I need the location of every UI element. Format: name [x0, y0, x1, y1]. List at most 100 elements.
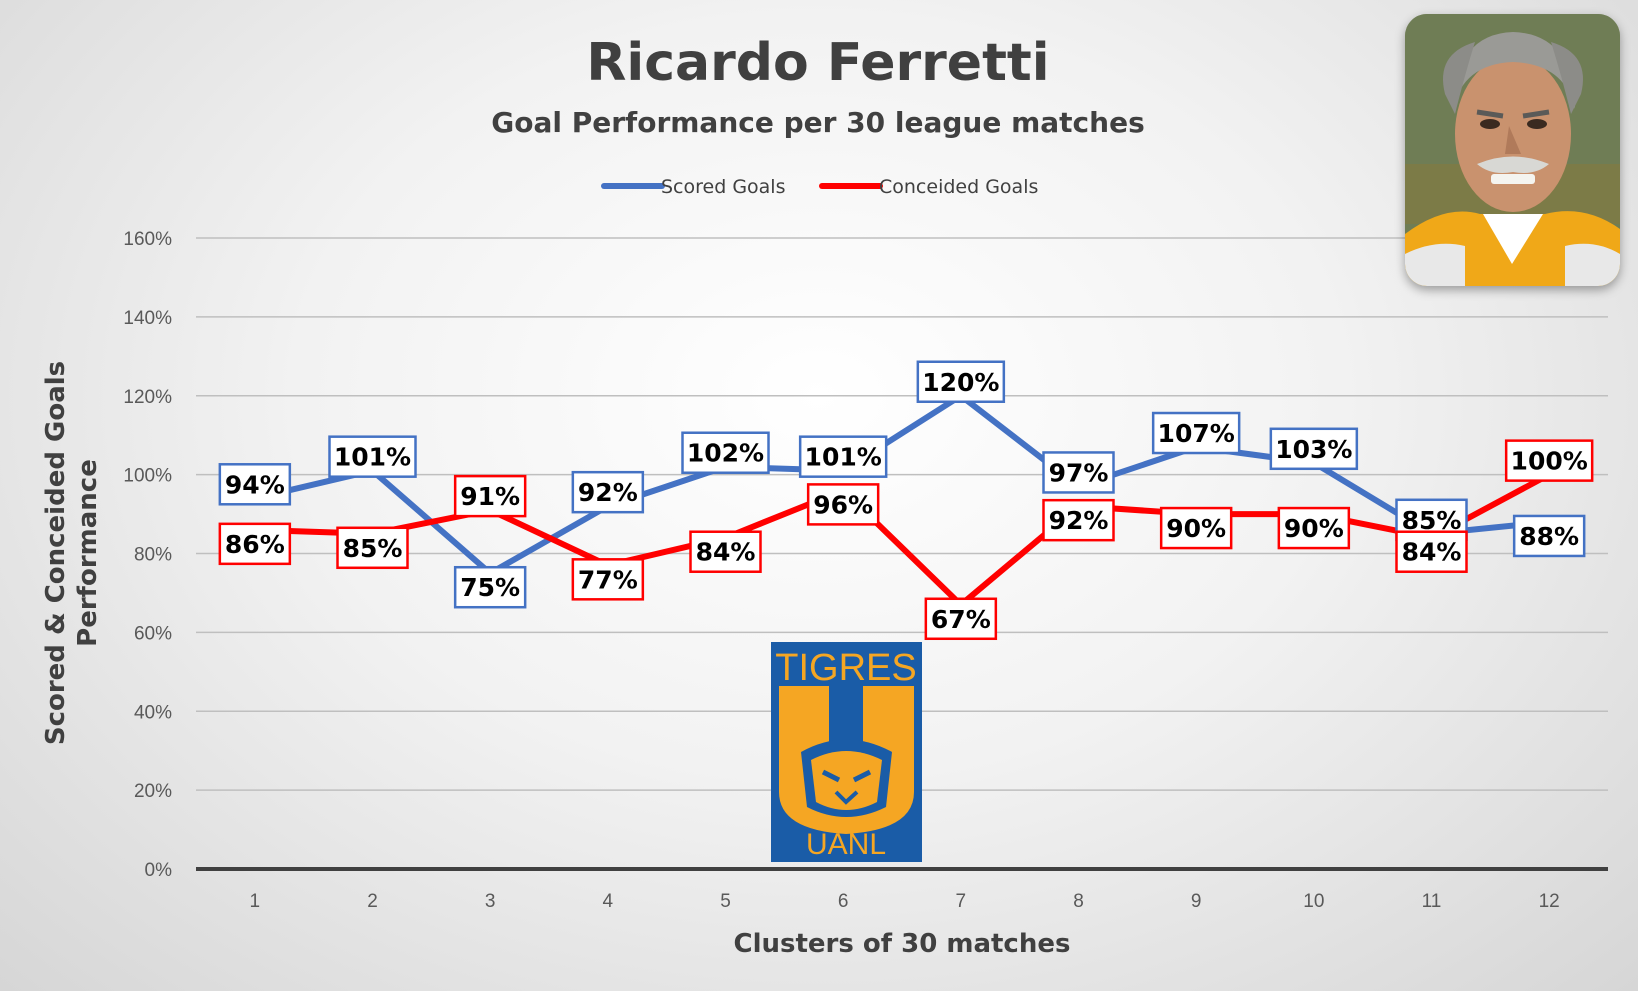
data-label-text: 92% [1049, 506, 1109, 535]
y-tick-label: 160% [123, 229, 172, 250]
x-tick-label: 5 [720, 891, 731, 912]
data-label-text: 101% [805, 443, 882, 472]
data-label: 90% [1277, 506, 1351, 550]
data-label-box [218, 463, 292, 506]
y-axis-title: Scored & Conceided Goals Performance [41, 361, 103, 745]
chart-title: Ricardo Ferretti [586, 33, 1049, 93]
x-tick-label: 2 [367, 891, 378, 912]
logo-text-bottom: UANL [806, 828, 886, 861]
data-label-box [689, 530, 762, 573]
data-label-box [1512, 514, 1586, 558]
data-label-text: 86% [225, 530, 285, 559]
data-label-text: 84% [1402, 538, 1462, 567]
data-label-box [336, 526, 409, 570]
data-label-text: 101% [334, 443, 411, 472]
data-label: 67% [924, 597, 998, 641]
series-lines [254, 392, 1551, 608]
y-axis-ticks: 0% 20% 40% 60% 80% 100% 120% 140% 160% [123, 229, 172, 881]
x-tick-label: 12 [1539, 891, 1560, 912]
data-label: 107% [1151, 411, 1241, 455]
data-label: 97% [1042, 451, 1115, 494]
data-label-box [1151, 411, 1241, 455]
data-label-box [1277, 506, 1351, 550]
data-label: 91% [453, 474, 527, 518]
data-label: 77% [571, 558, 645, 601]
data-label: 100% [1504, 439, 1594, 482]
data-label: 96% [806, 483, 880, 526]
data-label-text: 84% [696, 538, 756, 567]
data-label: 120% [916, 360, 1006, 403]
x-tick-label: 9 [1191, 891, 1202, 912]
data-label-box [798, 435, 888, 478]
data-label-text: 88% [1519, 522, 1579, 551]
data-label-text: 102% [687, 439, 764, 468]
data-label-box [1159, 506, 1233, 550]
data-label-box [916, 360, 1006, 403]
data-label: 94% [218, 463, 292, 506]
coach-photo [1405, 14, 1620, 286]
data-label: 92% [1042, 498, 1115, 542]
data-label-box [924, 597, 998, 641]
data-label-box [1504, 439, 1594, 482]
x-tick-label: 11 [1422, 891, 1442, 912]
y-tick-label: 40% [134, 702, 172, 723]
data-label-text: 103% [1275, 435, 1352, 464]
y-tick-label: 60% [134, 623, 172, 644]
x-axis-ticks: 1 2 3 4 5 6 7 8 9 10 11 12 [250, 891, 1560, 912]
data-label-text: 85% [1402, 506, 1462, 535]
x-tick-label: 6 [838, 891, 849, 912]
data-label-text: 120% [922, 368, 999, 397]
data-label-box [453, 474, 527, 518]
data-label: 101% [798, 435, 888, 478]
tigres-uanl-logo: TIGRES UANL [771, 642, 922, 862]
data-labels: 94% 101% 75% 92% 102% 101% 120% 97% 107% 103% 85% 8… [218, 360, 1594, 641]
data-label-box [571, 558, 645, 601]
x-tick-label: 4 [603, 891, 614, 912]
data-label: 101% [328, 435, 417, 478]
legend-label: Conceided Goals [879, 176, 1038, 198]
data-label: 103% [1269, 427, 1359, 471]
data-label-text: 96% [813, 490, 873, 519]
x-tick-label: 8 [1073, 891, 1084, 912]
data-label-box [1042, 451, 1115, 494]
x-tick-label: 3 [485, 891, 496, 912]
data-label-box [571, 470, 645, 514]
y-tick-label: 80% [134, 545, 172, 566]
data-label-text: 92% [578, 478, 638, 507]
data-label-box [806, 483, 880, 526]
y-axis-title-line-2: Performance [73, 459, 103, 647]
data-label-text: 85% [343, 534, 403, 563]
series-line [254, 392, 1550, 577]
data-label-box [681, 431, 770, 474]
data-label-box [218, 522, 292, 566]
data-label-text: 94% [225, 470, 285, 499]
data-label: 84% [1395, 530, 1468, 573]
y-tick-label: 0% [145, 860, 173, 881]
data-label-text: 97% [1049, 458, 1109, 487]
logo-text-top: TIGRES [775, 647, 916, 689]
y-tick-label: 100% [123, 466, 172, 487]
data-label-box [453, 565, 527, 609]
legend: Scored Goals Conceided Goals [601, 176, 1038, 198]
data-label: 92% [571, 470, 645, 514]
data-label-text: 91% [460, 482, 520, 511]
data-label: 86% [218, 522, 292, 566]
data-label-text: 67% [931, 605, 991, 634]
y-tick-label: 120% [123, 387, 172, 408]
data-label-text: 100% [1511, 447, 1588, 476]
data-label: 84% [689, 530, 762, 573]
data-label-box [1269, 427, 1359, 471]
x-tick-label: 10 [1303, 891, 1324, 912]
chart-subtitle: Goal Performance per 30 league matches [491, 106, 1145, 139]
x-tick-label: 7 [956, 891, 967, 912]
data-label-text: 90% [1166, 514, 1226, 543]
data-label-text: 75% [460, 573, 520, 602]
data-label-text: 77% [578, 565, 638, 594]
data-label-text: 107% [1158, 419, 1235, 448]
y-tick-label: 140% [123, 308, 172, 329]
data-label: 85% [336, 526, 409, 570]
data-label-text: 90% [1284, 514, 1344, 543]
y-axis-title-line-1: Scored & Conceided Goals [41, 361, 71, 745]
data-label: 75% [453, 565, 527, 609]
